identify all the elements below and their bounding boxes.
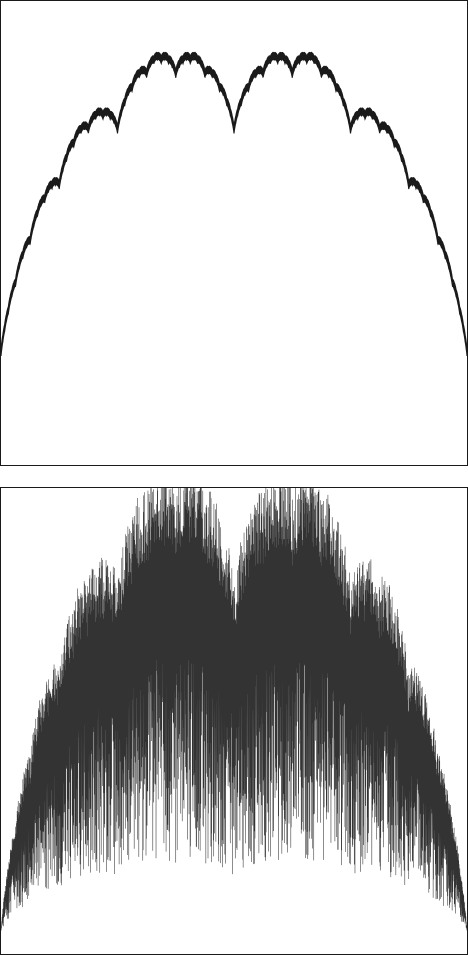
chart-panel-bottom — [0, 487, 468, 955]
chart-panel-top — [0, 0, 468, 466]
oscillation-series-line — [1, 488, 467, 931]
curve-series-line — [1, 51, 467, 356]
fractal-curve-chart-bottom — [1, 488, 467, 931]
fractal-curve-chart-top — [1, 51, 467, 356]
